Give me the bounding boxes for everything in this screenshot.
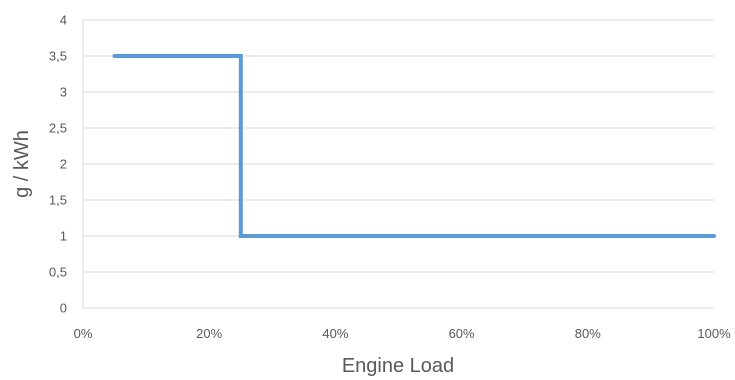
y-axis-title: g / kWh bbox=[11, 130, 33, 198]
x-tick-label: 20% bbox=[196, 326, 222, 341]
x-tick-label: 40% bbox=[322, 326, 348, 341]
y-tick-label: 3 bbox=[60, 85, 67, 100]
x-axis-ticks: 0% 20% 40% 60% 80% 100% bbox=[74, 326, 731, 341]
gridlines bbox=[82, 19, 714, 309]
series-layer bbox=[112, 54, 716, 238]
y-tick-label: 1,5 bbox=[49, 193, 67, 208]
y-tick-label: 1 bbox=[60, 229, 67, 244]
y-tick-label: 4 bbox=[60, 13, 67, 28]
x-tick-label: 80% bbox=[575, 326, 601, 341]
series-line bbox=[112, 54, 716, 238]
x-tick-label: 60% bbox=[449, 326, 475, 341]
y-tick-label: 3,5 bbox=[49, 49, 67, 64]
y-tick-label: 2,5 bbox=[49, 121, 67, 136]
y-tick-label: 0,5 bbox=[49, 265, 67, 280]
y-tick-label: 2 bbox=[60, 157, 67, 172]
y-tick-label: 0 bbox=[60, 301, 67, 316]
x-tick-label: 100% bbox=[697, 326, 731, 341]
y-axis-ticks: 0 0,5 1 1,5 2 2,5 3 3,5 4 bbox=[49, 13, 67, 316]
x-tick-label: 0% bbox=[74, 326, 93, 341]
x-axis-title: Engine Load bbox=[342, 355, 454, 377]
